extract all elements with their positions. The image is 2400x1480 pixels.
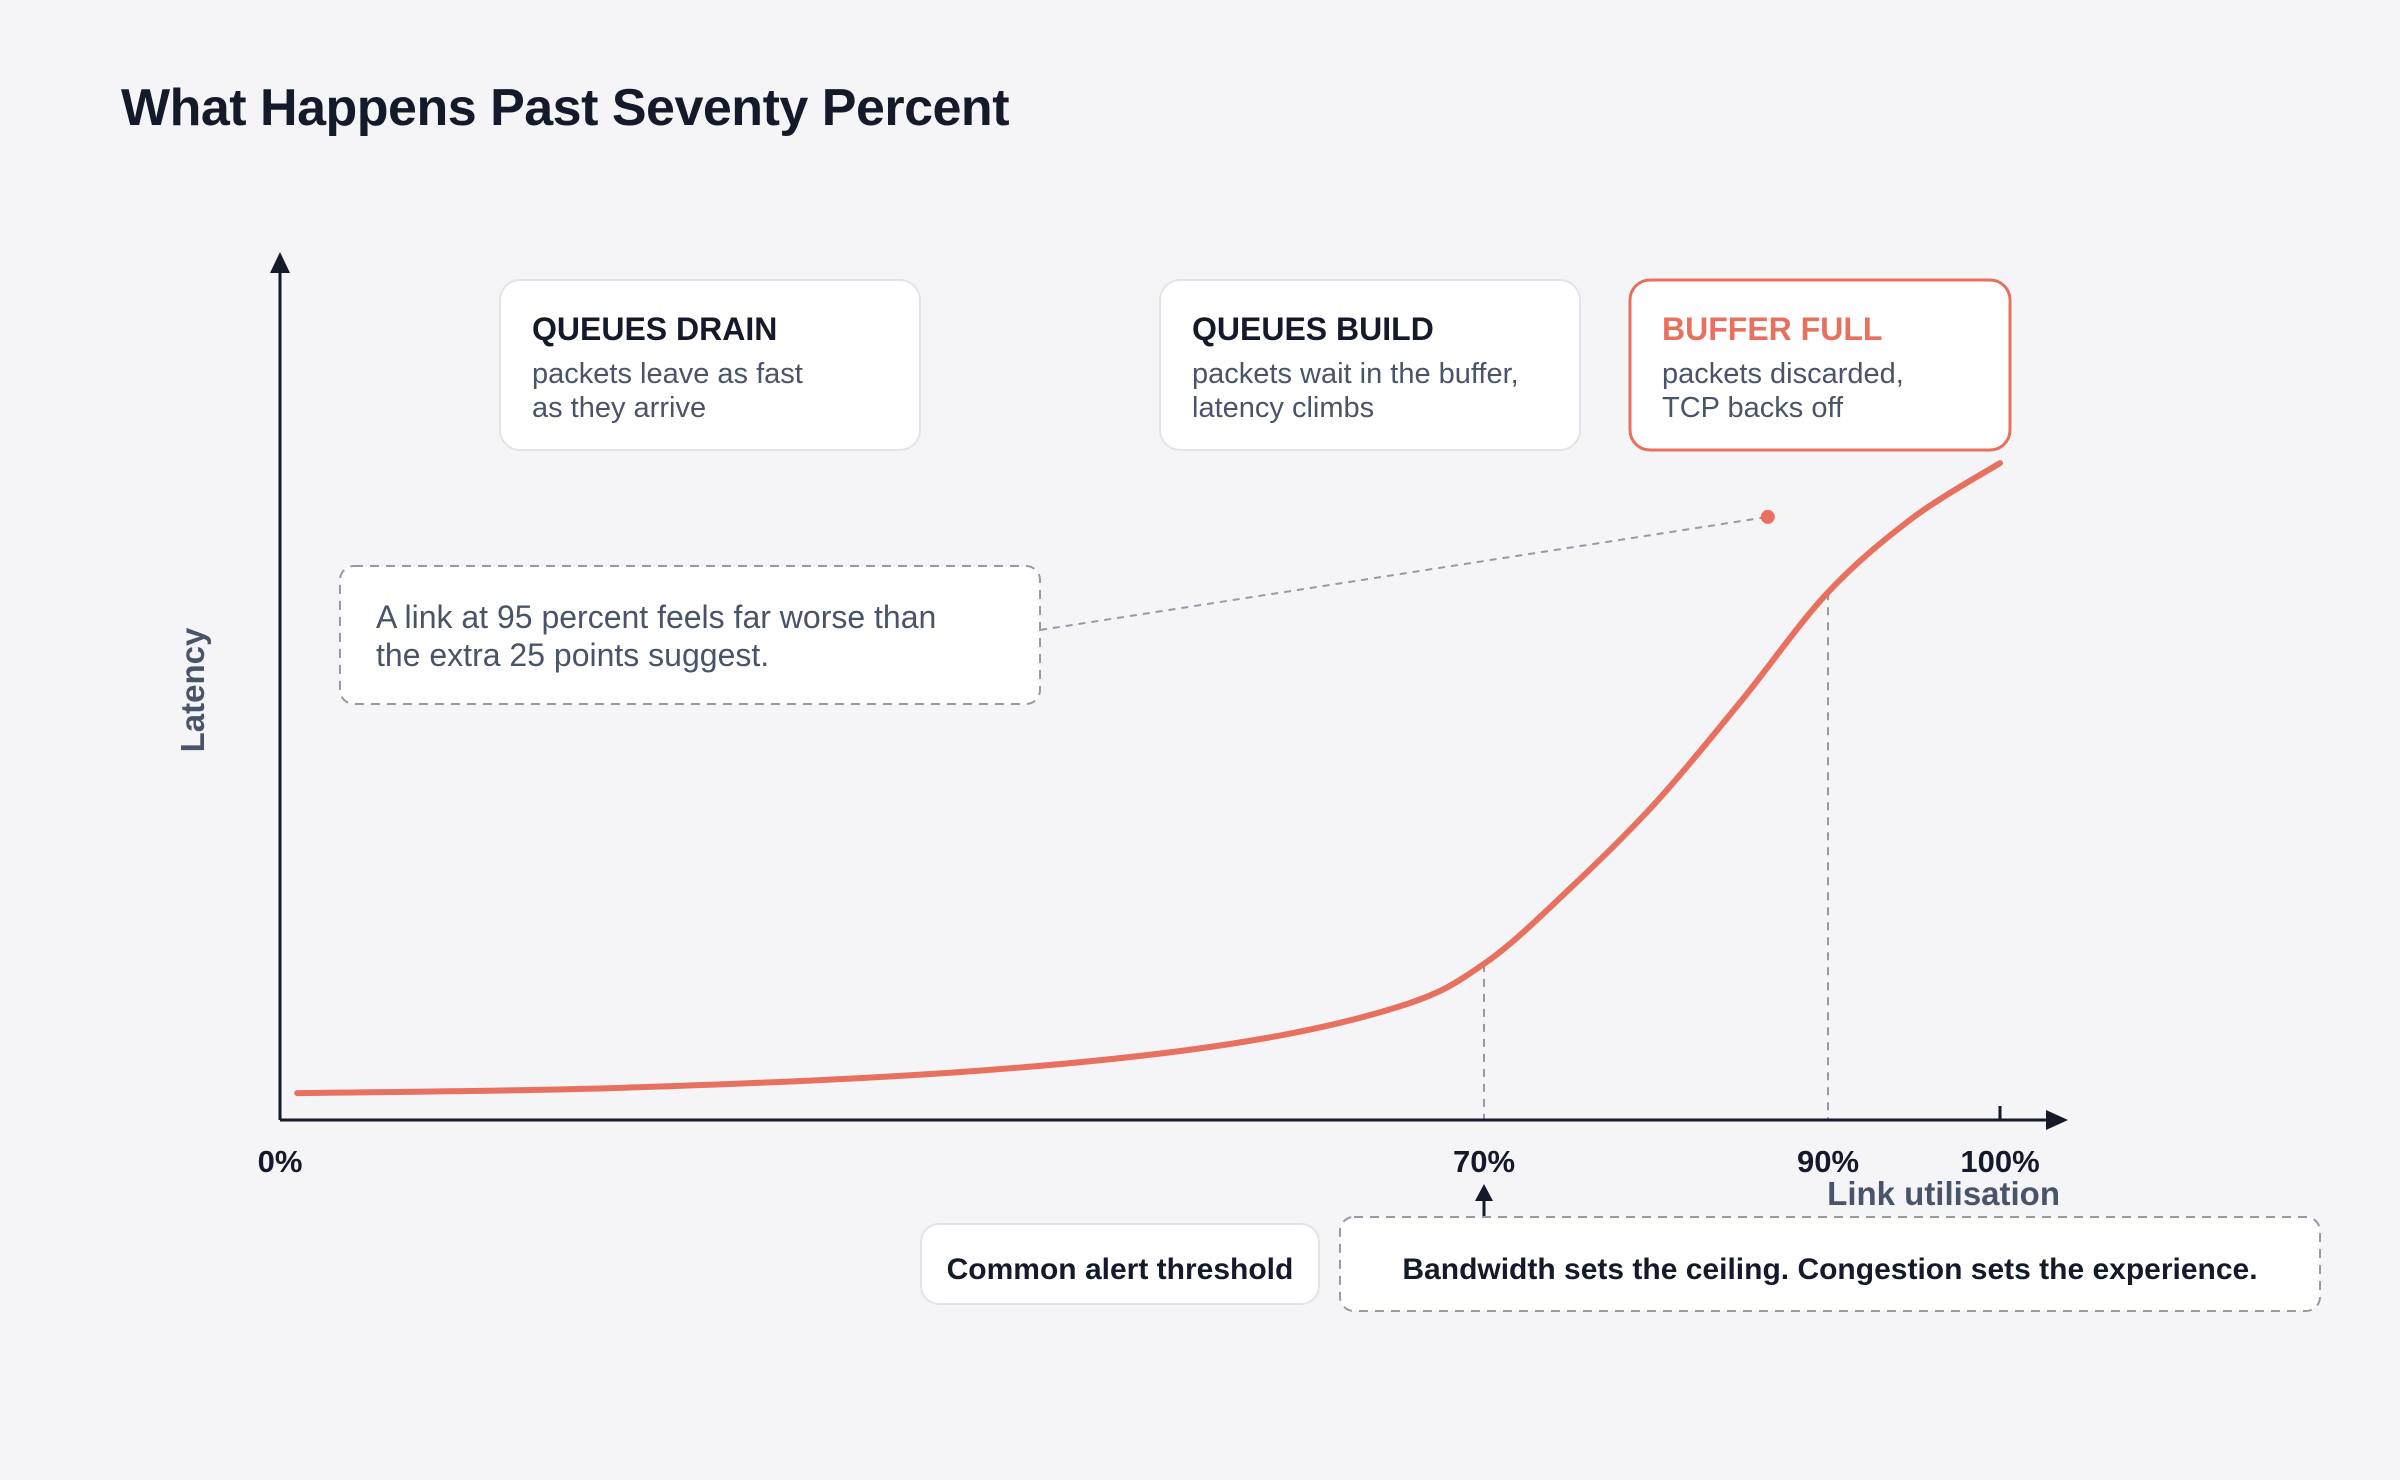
curve-layer bbox=[294, 460, 2003, 1097]
x-tick-label: 70% bbox=[1453, 1144, 1515, 1179]
zone-card-text: latency climbs bbox=[1192, 392, 1374, 424]
zone-card-title: BUFFER FULL bbox=[1662, 311, 1882, 347]
zone-card-box bbox=[1159, 279, 1581, 451]
threshold-label: Common alert threshold bbox=[947, 1253, 1294, 1286]
annotation-text: A link at 95 percent feels far worse tha… bbox=[376, 599, 936, 635]
axes: 0% 70% 90% 100%Link utilisation Latency bbox=[174, 252, 2068, 1212]
caption-text: Bandwidth sets the ceiling. Congestion s… bbox=[1402, 1253, 2257, 1286]
zone-card-text: packets discarded, bbox=[1662, 358, 1904, 390]
guide-lines bbox=[1483, 592, 1829, 1120]
threshold-arrow-icon bbox=[1475, 1184, 1493, 1201]
zone-card-text: packets leave as fast bbox=[532, 358, 803, 390]
page-title: What Happens Past Seventy Percent bbox=[121, 79, 1010, 137]
x-axis-label: Link utilisation bbox=[1827, 1175, 2060, 1212]
zone-card-box bbox=[1628, 278, 2012, 452]
zone-card-box bbox=[499, 279, 921, 451]
zone-card-2: QUEUES BUILD packets wait in the buffer,l… bbox=[1159, 279, 1581, 451]
x-tick-label: 90% bbox=[1797, 1144, 1859, 1179]
zone-card-text: packets wait in the buffer, bbox=[1192, 358, 1519, 390]
caption-box bbox=[1339, 1216, 2321, 1312]
zone-card-text: as they arrive bbox=[532, 392, 706, 424]
x-tick-label: 100% bbox=[1960, 1144, 2039, 1179]
annotation-leader-line bbox=[1039, 515, 1768, 631]
x-axis-arrow-icon bbox=[2046, 1110, 2068, 1130]
zone-card-title: QUEUES BUILD bbox=[1192, 311, 1434, 347]
y-axis-label: Latency bbox=[174, 627, 211, 752]
annotation-text: the extra 25 points suggest. bbox=[376, 637, 769, 673]
zone-card-text: TCP backs off bbox=[1662, 392, 1844, 424]
zone-card-title: QUEUES DRAIN bbox=[532, 311, 777, 347]
highlight-point bbox=[1760, 509, 1775, 524]
annotations: A link at 95 percent feels far worse tha… bbox=[339, 509, 2321, 1312]
latency-curve bbox=[294, 460, 2003, 1097]
threshold-box bbox=[920, 1223, 1320, 1305]
x-tick-label: 0% bbox=[258, 1144, 303, 1179]
annotation-box bbox=[339, 565, 1041, 705]
zone-card-3: BUFFER FULL packets discarded,TCP backs o… bbox=[1628, 278, 2012, 452]
y-axis-arrow-icon bbox=[270, 252, 290, 273]
